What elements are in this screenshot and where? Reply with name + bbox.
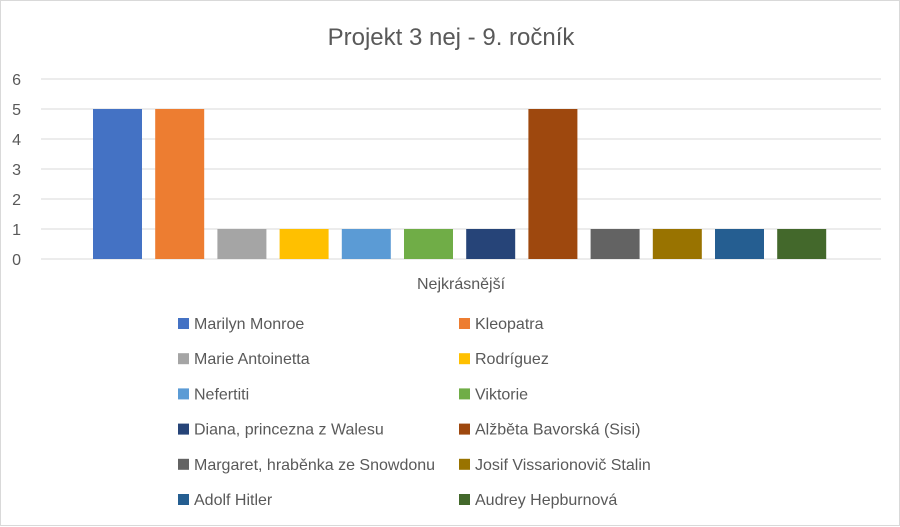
bar xyxy=(93,109,142,259)
bar xyxy=(341,229,391,259)
legend-label: Rodríguez xyxy=(475,351,549,368)
legend-label: Marilyn Monroe xyxy=(194,316,304,333)
legend-label: Adolf Hitler xyxy=(194,492,273,509)
legend-entry: Margaret, hraběnka ze Snowdonu xyxy=(178,457,435,474)
legend-swatch xyxy=(178,458,189,470)
y-tick-label: 1 xyxy=(12,222,21,239)
bar xyxy=(466,229,516,259)
legend-swatch xyxy=(178,423,189,435)
legend-entry: Kleopatra xyxy=(459,316,544,333)
legend-swatch xyxy=(459,318,470,329)
bar xyxy=(155,109,205,259)
chart-title: Projekt 3 nej - 9. ročník xyxy=(328,24,576,51)
bars xyxy=(93,109,827,259)
legend-entry: Marilyn Monroe xyxy=(178,316,304,333)
legend-swatch xyxy=(178,318,189,329)
legend: Marilyn Monroe Kleopatra Marie Antoinetta R… xyxy=(178,316,651,509)
legend-label: Audrey Hepburnová xyxy=(475,492,617,509)
legend-label: Nefertiti xyxy=(194,386,249,403)
y-tick-label: 6 xyxy=(12,72,21,89)
legend-entry: Diana, princezna z Walesu xyxy=(178,422,384,439)
y-tick-label: 0 xyxy=(12,252,21,269)
bar xyxy=(217,229,267,259)
y-axis-ticks: 0 1 2 3 4 5 6 xyxy=(12,72,21,269)
legend-entry: Audrey Hepburnová xyxy=(459,492,617,509)
legend-entry: Viktorie xyxy=(459,386,528,403)
legend-label: Diana, princezna z Walesu xyxy=(194,422,384,439)
legend-swatch xyxy=(459,423,470,435)
legend-entry: Josif Vissarionovič Stalin xyxy=(459,457,651,474)
bar xyxy=(279,229,329,259)
bar xyxy=(777,229,827,259)
legend-label: Margaret, hraběnka ze Snowdonu xyxy=(194,457,435,474)
legend-entry: Nefertiti xyxy=(178,386,249,403)
legend-swatch xyxy=(459,353,470,365)
x-category-label: Nejkrásnější xyxy=(417,276,506,293)
legend-swatch xyxy=(459,458,470,470)
legend-entry: Rodríguez xyxy=(459,351,549,368)
y-tick-label: 3 xyxy=(12,162,21,179)
y-tick-label: 4 xyxy=(12,132,21,149)
legend-label: Marie Antoinetta xyxy=(194,351,310,368)
legend-swatch xyxy=(459,494,470,505)
bar xyxy=(590,229,640,259)
legend-label: Kleopatra xyxy=(475,316,544,333)
legend-swatch xyxy=(459,388,470,400)
legend-label: Josif Vissarionovič Stalin xyxy=(475,457,651,474)
legend-label: Alžběta Bavorská (Sisi) xyxy=(475,422,640,439)
legend-entry: Adolf Hitler xyxy=(178,492,273,509)
legend-label: Viktorie xyxy=(475,386,528,403)
legend-entry: Marie Antoinetta xyxy=(178,351,310,368)
x-axis-categories: Nejkrásnější xyxy=(417,276,506,293)
bar xyxy=(404,229,453,259)
legend-swatch xyxy=(178,353,189,365)
legend-swatch xyxy=(178,388,189,400)
bar xyxy=(652,229,702,259)
y-tick-label: 5 xyxy=(12,102,21,119)
y-tick-label: 2 xyxy=(12,192,21,209)
bar xyxy=(715,229,764,259)
legend-entry: Alžběta Bavorská (Sisi) xyxy=(459,422,640,439)
bar xyxy=(528,109,578,259)
legend-swatch xyxy=(178,494,189,505)
